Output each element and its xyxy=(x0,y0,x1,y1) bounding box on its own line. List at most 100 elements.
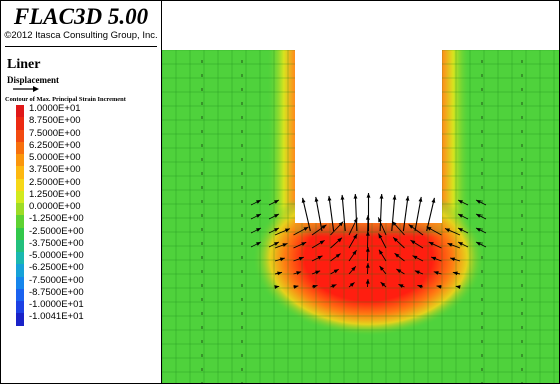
displacement-arrow-head xyxy=(365,263,370,268)
displacement-arrow-head xyxy=(353,233,358,239)
displacement-arrow-head xyxy=(312,284,318,289)
displacement-arrow-head xyxy=(282,243,288,247)
displacement-arrow-head xyxy=(298,256,304,261)
model-viewport[interactable] xyxy=(162,1,559,383)
displacement-arrow-head xyxy=(284,228,290,233)
displacement-arrow-head xyxy=(315,270,321,275)
displacement-arrow-head xyxy=(365,231,370,236)
displacement-arrow xyxy=(328,195,335,232)
color-level-label: -7.5000E+00 xyxy=(29,274,84,286)
displacement-arrow-head xyxy=(365,215,370,220)
displacement-arrow-head xyxy=(408,224,414,229)
displacement-arrow-head xyxy=(366,193,371,198)
displacement-arrow-head xyxy=(256,200,261,204)
color-swatch xyxy=(16,154,24,167)
color-level-label: 5.0000E+00 xyxy=(29,152,81,163)
displacement-arrow-head xyxy=(455,285,461,289)
displacement-arrow-head xyxy=(458,214,463,218)
displacement-arrow-head xyxy=(433,271,439,275)
displacement-arrow-head xyxy=(452,271,458,276)
displacement-arrow-head xyxy=(321,224,327,229)
legend-panel: FLAC3D 5.00 ©2012 Itasca Consulting Grou… xyxy=(1,1,162,383)
displacement-arrow-head xyxy=(277,271,283,276)
color-level-label: -1.2500E+00 xyxy=(29,213,84,225)
color-level-label: -1.0000E+01 xyxy=(29,299,84,310)
displacement-arrow xyxy=(426,197,435,232)
legend-group-title: Liner xyxy=(7,57,41,72)
displacement-arrow-head xyxy=(417,284,423,289)
color-level-label: -6.2500E+00 xyxy=(29,262,84,274)
color-swatch xyxy=(16,141,24,155)
displacement-arrow-head xyxy=(353,217,358,223)
color-swatch xyxy=(16,178,24,192)
displacement-arrow-head xyxy=(335,253,341,258)
color-level-label: -5.0000E+00 xyxy=(29,250,84,261)
displacement-arrow-head xyxy=(301,197,306,203)
color-level-label: 1.2500E+00 xyxy=(29,188,81,200)
displacement-arrow-head xyxy=(274,242,279,246)
color-swatch xyxy=(16,288,24,302)
displacement-arrow-head xyxy=(418,196,423,202)
displacement-arrow-head xyxy=(293,285,299,289)
displacement-arrow xyxy=(315,196,323,232)
displacement-arrow-head xyxy=(296,271,302,275)
displacement-arrow-head xyxy=(380,282,386,287)
color-level-label: 8.7500E+00 xyxy=(29,115,81,127)
displacement-arrow-head xyxy=(338,221,344,227)
displacement-arrow-head xyxy=(317,255,323,260)
color-swatch xyxy=(16,313,24,326)
color-swatch xyxy=(16,276,24,290)
color-level-label: 1.0000E+01 xyxy=(29,103,81,114)
arrow-right-icon xyxy=(13,86,39,92)
displacement-arrow-head xyxy=(414,270,420,275)
color-swatch xyxy=(16,129,24,143)
displacement-arrow-head xyxy=(412,255,418,260)
displacement-arrow-head xyxy=(378,249,384,255)
displacement-arrow-head xyxy=(450,257,456,262)
color-level-label: 2.5000E+00 xyxy=(29,176,81,188)
displacement-arrow-head xyxy=(410,240,416,245)
color-level-label: -8.7500E+00 xyxy=(29,286,84,298)
displacement-arrow-head xyxy=(392,194,397,200)
displacement-arrow-head xyxy=(476,200,481,204)
displacement-arrow-head xyxy=(436,284,442,289)
displacement-arrow-head xyxy=(256,214,261,218)
color-swatch xyxy=(16,301,24,314)
displacement-arrow xyxy=(354,193,358,232)
displacement-arrow-head xyxy=(393,237,398,242)
displacement-arrow-head xyxy=(458,242,463,246)
color-level-label: -1.0041E+01 xyxy=(29,311,84,323)
displacement-arrow xyxy=(391,194,396,232)
color-swatch xyxy=(16,203,24,216)
color-swatch xyxy=(16,215,24,228)
displacement-arrow-head xyxy=(256,228,261,232)
displacement-arrow-head xyxy=(352,250,357,256)
color-swatch xyxy=(16,252,24,265)
displacement-arrow-head xyxy=(337,237,343,243)
contour-label: Contour of Max. Principal Strain Increme… xyxy=(5,96,126,103)
displacement-arrow-head xyxy=(274,228,279,232)
displacement-arrow-head xyxy=(301,242,307,246)
displacement-arrow-head xyxy=(431,256,437,261)
displacement-arrow xyxy=(302,197,311,232)
color-level-label: -2.5000E+00 xyxy=(29,225,84,237)
displacement-arrow-head xyxy=(378,233,383,239)
displacement-arrow-head xyxy=(458,200,463,204)
color-level-label: 7.5000E+00 xyxy=(29,127,81,139)
color-swatch xyxy=(16,190,24,204)
displacement-arrow-head xyxy=(351,266,356,272)
displacement-arrow-head xyxy=(256,242,261,246)
displacement-arrow-head xyxy=(476,228,481,232)
color-scale-bar xyxy=(16,105,24,326)
displacement-arrow-head xyxy=(353,193,358,199)
displacement-arrow-head xyxy=(333,269,339,274)
displacement-arrow-head xyxy=(476,214,481,218)
displacement-arrow-head xyxy=(314,196,319,202)
displacement-arrow-head xyxy=(445,228,451,233)
displacement-arrow xyxy=(379,193,383,232)
sky-area xyxy=(162,1,559,50)
displacement-arrow-head xyxy=(279,257,285,262)
app-title: FLAC3D 5.00 xyxy=(13,4,149,29)
displacement-arrow-head xyxy=(274,214,279,218)
